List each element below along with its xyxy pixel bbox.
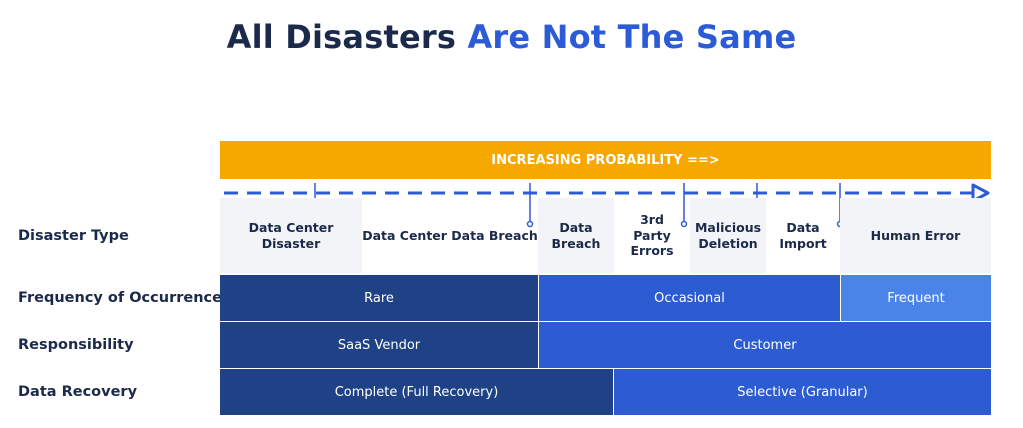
recovery-complete: Complete (Full Recovery) (220, 369, 613, 415)
responsibility-saas-vendor: SaaS Vendor (220, 322, 538, 368)
disaster-type-cell: Data Center Disaster (220, 198, 362, 273)
page-title: All Disasters Are Not The Same (0, 18, 1023, 56)
title-part-1: All Disasters (226, 18, 468, 56)
row-label-disaster-type: Disaster Type (18, 227, 129, 244)
disaster-type-cell: Human Error (840, 198, 991, 273)
title-part-2: Are Not The Same (467, 18, 797, 56)
row-label-frequency: Frequency of Occurrence (18, 290, 222, 306)
disaster-type-cell: Data Center Data Breach (362, 227, 538, 243)
frequency-occasional: Occasional (539, 275, 840, 321)
disaster-type-cell: Data Import (779, 219, 827, 251)
row-label-responsibility: Responsibility (18, 337, 134, 353)
frequency-rare: Rare (220, 275, 538, 321)
disaster-type-cell: 3rd Party Errors (630, 212, 674, 259)
frequency-frequent: Frequent (841, 275, 991, 321)
row-label-data-recovery: Data Recovery (18, 384, 138, 400)
responsibility-customer: Customer (539, 322, 991, 368)
arrow-head (971, 183, 990, 203)
recovery-selective: Selective (Granular) (614, 369, 991, 415)
disaster-type-row: Data Center Disaster Data Center Data Br… (220, 198, 991, 273)
disaster-type-cell: Malicious Deletion (690, 198, 766, 273)
probability-banner: INCREASING PROBABILITY ==> (220, 141, 991, 179)
disaster-type-cell: Data Breach (538, 198, 614, 273)
